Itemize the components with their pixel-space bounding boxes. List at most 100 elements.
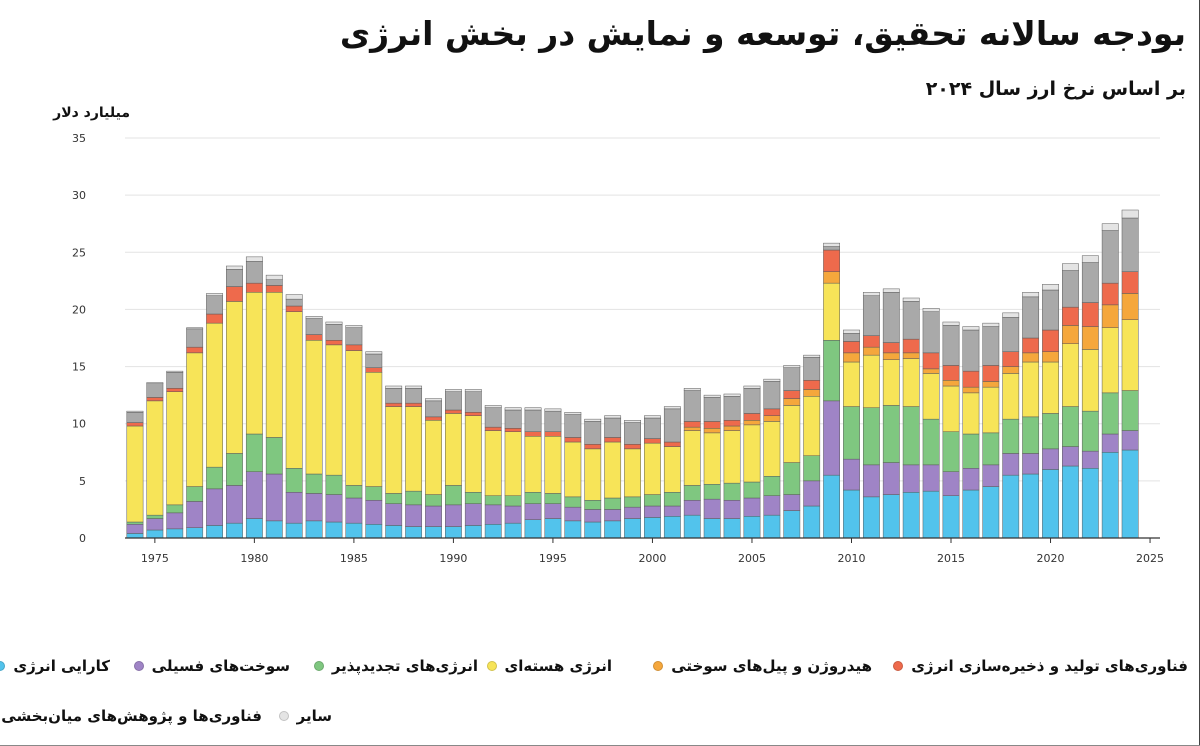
bar-segment-1991-s1 bbox=[464, 503, 482, 526]
bar-segment-1979-s5 bbox=[226, 286, 243, 302]
bar-segment-2014-s3 bbox=[922, 373, 940, 420]
bar-segment-2010-s3 bbox=[843, 361, 860, 407]
bar-segment-1986-s0 bbox=[365, 524, 383, 539]
bar-segment-2005-s3 bbox=[743, 424, 761, 483]
x-tick-label: 1995 bbox=[539, 552, 567, 565]
bar-segment-2021-s2 bbox=[1062, 406, 1079, 447]
legend-swatch-icon bbox=[653, 661, 664, 671]
bar-segment-1983-s1 bbox=[305, 493, 323, 522]
bar-segment-2024-s7 bbox=[1121, 209, 1139, 219]
bar-segment-1991-s2 bbox=[464, 492, 482, 504]
bar-segment-1983-s0 bbox=[305, 520, 323, 539]
legend-label: انرژی هسته‌ای bbox=[504, 657, 612, 675]
bar-segment-1980-s3 bbox=[245, 292, 263, 435]
bar-segment-1987-s7 bbox=[385, 385, 403, 389]
bar-segment-2015-s3 bbox=[942, 385, 960, 432]
bar-segment-2009-s3 bbox=[823, 282, 840, 341]
bar-segment-1985-s1 bbox=[345, 497, 363, 524]
legend-swatch-icon bbox=[486, 661, 497, 671]
bar-segment-1998-s2 bbox=[604, 497, 622, 510]
legend-swatch-icon bbox=[133, 661, 144, 671]
bar-segment-1989-s0 bbox=[425, 526, 442, 539]
bar-segment-1983-s5 bbox=[305, 334, 323, 341]
bar-segment-1996-s0 bbox=[564, 520, 582, 539]
bar-segment-2003-s0 bbox=[703, 518, 721, 539]
bar-segment-2009-s7 bbox=[823, 242, 840, 247]
bar-segment-1978-s1 bbox=[206, 488, 223, 526]
bar-segment-2013-s0 bbox=[902, 492, 920, 539]
bar-segment-2013-s4 bbox=[902, 352, 920, 359]
bar-segment-2021-s7 bbox=[1062, 263, 1079, 271]
bar-segment-1977-s1 bbox=[186, 501, 204, 528]
bar-segment-2013-s5 bbox=[902, 338, 920, 354]
bar-segment-1995-s3 bbox=[544, 436, 562, 494]
y-tick-label: 25 bbox=[72, 246, 86, 259]
bar-segment-2009-s0 bbox=[823, 474, 840, 539]
bar-segment-1992-s7 bbox=[484, 405, 502, 408]
bar-segment-1984-s6 bbox=[325, 324, 343, 341]
bar-segment-1981-s3 bbox=[265, 292, 283, 438]
bar-segment-2011-s1 bbox=[862, 464, 880, 498]
bar-segment-2000-s3 bbox=[644, 442, 661, 495]
bar-segment-2007-s0 bbox=[783, 510, 801, 539]
bar-segment-1989-s7 bbox=[425, 398, 442, 402]
bar-segment-1992-s6 bbox=[484, 407, 502, 428]
bar-segment-1977-s6 bbox=[186, 328, 204, 348]
bar-segment-2007-s1 bbox=[783, 494, 801, 511]
bar-segment-1983-s3 bbox=[305, 340, 323, 475]
bar-segment-2009-s4 bbox=[823, 271, 840, 284]
bar-segment-1989-s6 bbox=[425, 400, 442, 418]
bar-segment-2023-s0 bbox=[1101, 452, 1119, 539]
bar-segment-1997-s0 bbox=[584, 521, 602, 539]
bar-segment-2003-s6 bbox=[703, 397, 721, 422]
bar-segment-2015-s6 bbox=[942, 325, 960, 366]
bar-segment-2008-s6 bbox=[803, 357, 821, 381]
legend-swatch-icon bbox=[278, 711, 289, 721]
bar-segment-2018-s4 bbox=[1002, 366, 1020, 374]
bar-segment-2004-s1 bbox=[723, 500, 741, 519]
bar-segment-2002-s6 bbox=[683, 390, 701, 422]
bar-segment-1998-s3 bbox=[604, 441, 622, 499]
bar-segment-2009-s2 bbox=[823, 340, 840, 402]
bar-segment-1982-s2 bbox=[285, 468, 303, 493]
bar-segment-1982-s1 bbox=[285, 492, 303, 524]
bar-segment-1978-s2 bbox=[206, 466, 223, 490]
legend-item: انرژی‌های تجدیدپذیر bbox=[313, 657, 478, 675]
bar-segment-2001-s3 bbox=[663, 446, 681, 493]
bar-segment-2012-s0 bbox=[882, 494, 900, 539]
bar-segment-1977-s2 bbox=[186, 486, 204, 502]
bar-segment-1988-s3 bbox=[405, 406, 423, 492]
bar-segment-2015-s2 bbox=[942, 431, 960, 472]
bar-segment-2017-s1 bbox=[982, 464, 1000, 487]
bar-segment-1979-s0 bbox=[226, 522, 243, 539]
bar-segment-1992-s2 bbox=[484, 495, 502, 506]
x-tick-label: 1980 bbox=[240, 552, 268, 565]
bar-segment-2005-s1 bbox=[743, 497, 761, 517]
bar-segment-2024-s6 bbox=[1121, 217, 1139, 272]
bar-segment-1984-s7 bbox=[325, 321, 343, 325]
bar-segment-2019-s7 bbox=[1022, 292, 1040, 298]
bar-segment-1994-s5 bbox=[524, 431, 542, 437]
y-axis-label: میلیارد دلار bbox=[52, 105, 130, 121]
bar-segment-1985-s5 bbox=[345, 344, 363, 351]
bar-segment-2007-s7 bbox=[783, 365, 801, 368]
bar-segment-1977-s0 bbox=[186, 527, 204, 539]
bar-segment-1986-s1 bbox=[365, 500, 383, 525]
bar-segment-2001-s7 bbox=[663, 406, 681, 410]
bar-segment-1974-s0 bbox=[126, 533, 144, 539]
y-tick-label: 30 bbox=[72, 189, 86, 202]
bar-segment-2006-s3 bbox=[763, 421, 781, 477]
bar-segment-2010-s5 bbox=[843, 341, 860, 354]
bar-segment-2013-s7 bbox=[902, 297, 920, 302]
bar-segment-1988-s0 bbox=[405, 526, 423, 539]
bar-segment-2019-s1 bbox=[1022, 453, 1040, 475]
bar-segment-2022-s4 bbox=[1081, 326, 1099, 350]
legend-item: سوخت‌های فسیلی bbox=[133, 657, 290, 675]
bar-segment-1992-s1 bbox=[484, 504, 502, 525]
bar-segment-1982-s0 bbox=[285, 522, 303, 539]
bar-segment-2016-s6 bbox=[962, 329, 980, 372]
bar-segment-1998-s5 bbox=[604, 437, 622, 443]
bar-segment-2008-s1 bbox=[803, 480, 821, 507]
bar-segment-2011-s5 bbox=[862, 335, 880, 348]
x-tick-label: 1985 bbox=[340, 552, 368, 565]
